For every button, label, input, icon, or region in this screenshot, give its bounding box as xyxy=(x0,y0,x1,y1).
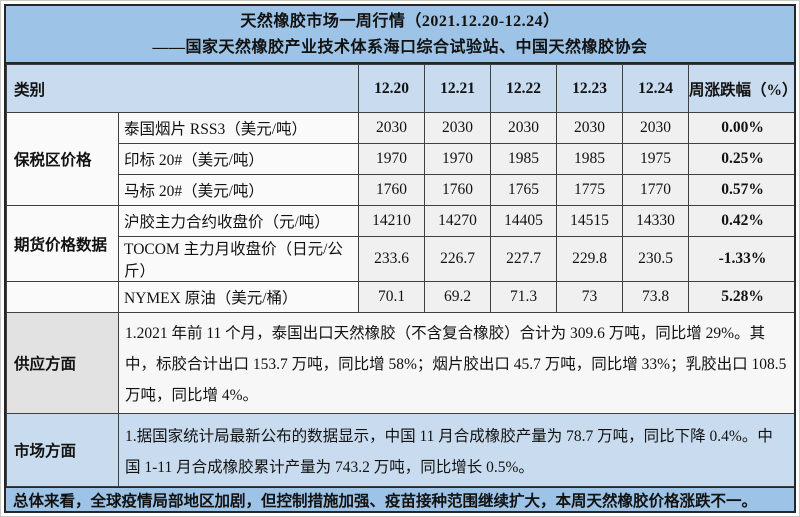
price-cell: 69.2 xyxy=(424,281,492,313)
change-cell: 0.57% xyxy=(688,174,794,206)
date-header: 12.22 xyxy=(490,64,558,113)
group-label-empty xyxy=(6,281,119,313)
price-cell: 14210 xyxy=(358,205,426,237)
section-row-supply: 供应方面 1.2021 年前 11 个月，泰国出口天然橡胶（不含复合橡胶）合计为… xyxy=(6,312,794,414)
price-cell: 1770 xyxy=(622,174,690,206)
table-row: NYMEX 原油（美元/桶） 70.1 69.2 71.3 73 73.8 5.… xyxy=(6,281,794,313)
section-label-market: 市场方面 xyxy=(6,413,119,487)
category-header: 类别 xyxy=(6,64,360,113)
price-cell: 1970 xyxy=(424,143,492,175)
table-row: 保税区价格 泰国烟片 RSS3（美元/吨） 2030 2030 2030 203… xyxy=(6,112,794,206)
price-cell: 1775 xyxy=(556,174,624,206)
price-cell: 70.1 xyxy=(358,281,426,313)
report-table-frame: 天然橡胶市场一周行情（2021.12.20-12.24） ——国家天然橡胶产业技… xyxy=(4,4,796,513)
price-cell: 227.7 xyxy=(490,236,558,282)
date-header: 12.20 xyxy=(358,64,426,113)
table-row: 马标 20#（美元/吨） 1760 1760 1765 1775 1770 0.… xyxy=(7,174,794,206)
group-label-bonded-zone: 保税区价格 xyxy=(6,112,119,206)
row-item-label: 泰国烟片 RSS3（美元/吨） xyxy=(117,112,360,144)
change-cell: -1.33% xyxy=(688,236,794,282)
page-subtitle: ——国家天然橡胶产业技术体系海口综合试验站、中国天然橡胶协会 xyxy=(152,39,648,56)
section-row-market: 市场方面 1.据国家统计局最新公布的数据显示，中国 11 月合成橡胶产量为 78… xyxy=(6,413,794,487)
price-cell: 1985 xyxy=(490,143,558,175)
price-cell: 73.8 xyxy=(622,281,690,313)
date-header: 12.23 xyxy=(556,64,624,113)
change-header: 周涨跌幅（%） xyxy=(688,64,794,113)
price-cell: 226.7 xyxy=(424,236,492,282)
price-cell: 2030 xyxy=(490,112,558,144)
table-header-row: 类别 12.20 12.21 12.22 12.23 12.24 周涨跌幅（%） xyxy=(6,64,794,113)
price-cell: 1765 xyxy=(490,174,558,206)
price-cell: 14405 xyxy=(490,205,558,237)
change-cell: 0.00% xyxy=(688,112,794,144)
section-label-supply: 供应方面 xyxy=(6,312,119,414)
table-row: TOCOM 主力月收盘价（日元/公斤） 233.6 226.7 227.7 22… xyxy=(7,236,794,282)
price-cell: 2030 xyxy=(622,112,690,144)
price-cell: 14515 xyxy=(556,205,624,237)
price-cell: 1985 xyxy=(556,143,624,175)
row-item-label: 印标 20#（美元/吨） xyxy=(117,143,360,175)
price-cell: 71.3 xyxy=(490,281,558,313)
price-cell: 1975 xyxy=(622,143,690,175)
row-item-label: 马标 20#（美元/吨） xyxy=(117,174,360,206)
section-text-market: 1.据国家统计局最新公布的数据显示，中国 11 月合成橡胶产量为 78.7 万吨… xyxy=(117,413,794,487)
section-text-supply: 1.2021 年前 11 个月，泰国出口天然橡胶（不含复合橡胶）合计为 309.… xyxy=(117,312,794,414)
group-label-futures: 期货价格数据 xyxy=(6,205,119,282)
table-row: 印标 20#（美元/吨） 1970 1970 1985 1985 1975 0.… xyxy=(7,143,794,175)
page-title: 天然橡胶市场一周行情（2021.12.20-12.24） xyxy=(240,13,560,30)
price-cell: 2030 xyxy=(556,112,624,144)
change-cell: 5.28% xyxy=(688,281,794,313)
price-cell: 2030 xyxy=(424,112,492,144)
change-cell: 0.42% xyxy=(688,205,794,237)
row-item-label: NYMEX 原油（美元/桶） xyxy=(117,281,360,313)
row-item-label: TOCOM 主力月收盘价（日元/公斤） xyxy=(117,236,360,282)
price-cell: 1970 xyxy=(358,143,426,175)
price-cell: 2030 xyxy=(358,112,426,144)
summary-text: 总体来看，全球疫情局部地区加剧，但控制措施加强、疫苗接种范围继续扩大，本周天然橡… xyxy=(13,492,758,510)
date-header: 12.24 xyxy=(622,64,690,113)
date-header: 12.21 xyxy=(424,64,492,113)
price-cell: 229.8 xyxy=(556,236,624,282)
table-row: 期货价格数据 沪胶主力合约收盘价（元/吨） 14210 14270 14405 … xyxy=(6,205,794,282)
change-cell: 0.25% xyxy=(688,143,794,175)
price-cell: 14270 xyxy=(424,205,492,237)
row-item-label: 沪胶主力合约收盘价（元/吨） xyxy=(117,205,360,237)
title-band: 天然橡胶市场一周行情（2021.12.20-12.24） ——国家天然橡胶产业技… xyxy=(6,6,794,64)
summary-band: 总体来看，全球疫情局部地区加剧，但控制措施加强、疫苗接种范围继续扩大，本周天然橡… xyxy=(6,487,794,511)
price-cell: 14330 xyxy=(622,205,690,237)
price-cell: 73 xyxy=(556,281,624,313)
price-cell: 1760 xyxy=(358,174,426,206)
price-cell: 233.6 xyxy=(358,236,426,282)
price-cell: 1760 xyxy=(424,174,492,206)
price-cell: 230.5 xyxy=(622,236,690,282)
price-table: 类别 12.20 12.21 12.22 12.23 12.24 周涨跌幅（%）… xyxy=(6,64,794,487)
